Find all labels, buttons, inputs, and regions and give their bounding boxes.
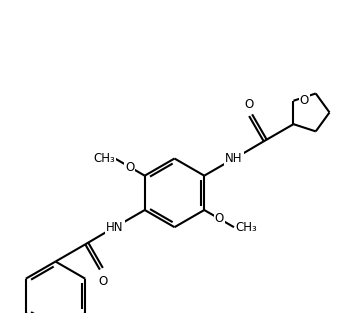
Text: CH₃: CH₃ [93, 152, 115, 165]
Text: NH: NH [225, 152, 243, 165]
Text: HN: HN [106, 221, 124, 234]
Text: O: O [300, 94, 309, 107]
Text: O: O [125, 161, 134, 174]
Text: O: O [245, 98, 254, 111]
Text: CH₃: CH₃ [236, 221, 258, 234]
Text: O: O [98, 275, 107, 288]
Text: O: O [215, 212, 224, 225]
